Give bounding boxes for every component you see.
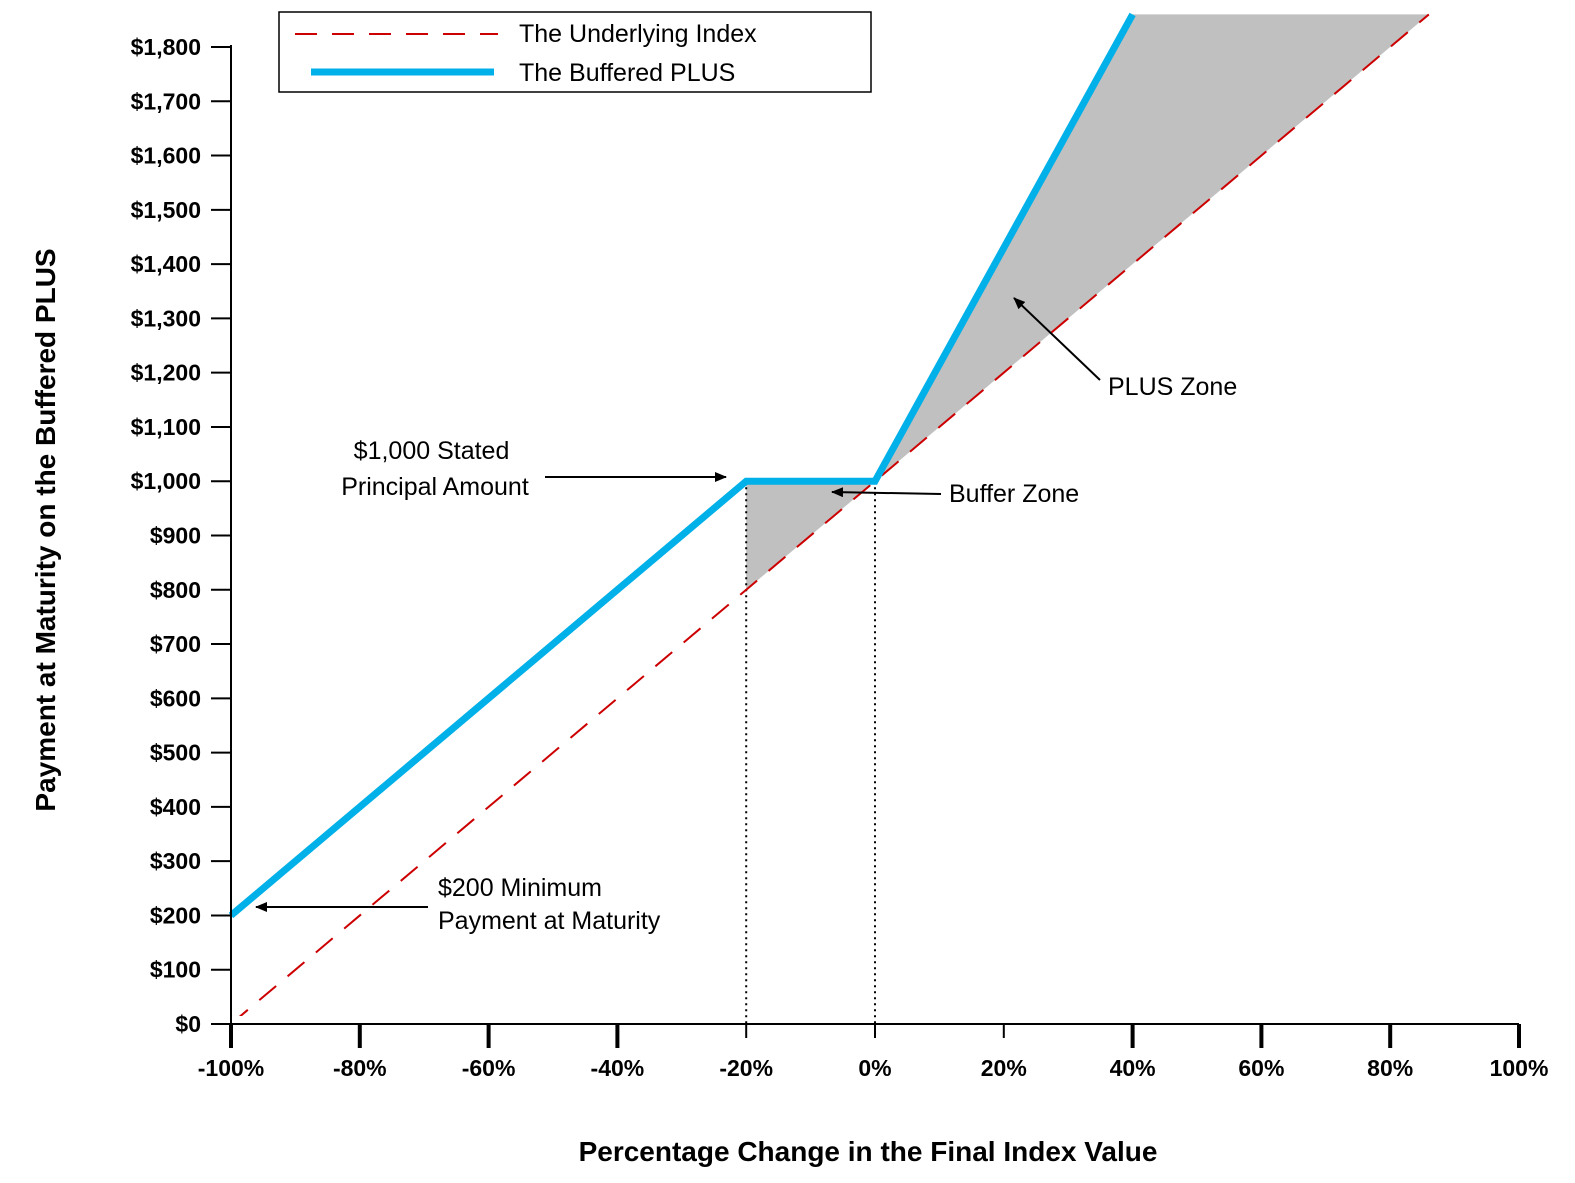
annotations: $1,000 Stated Principal Amount Buffer Zo… bbox=[255, 297, 1237, 935]
x-tick-label: 0% bbox=[858, 1055, 891, 1081]
annotation-stated-principal-line-2: Principal Amount bbox=[341, 473, 529, 501]
x-tick-label: 100% bbox=[1490, 1055, 1549, 1081]
x-tick-label: -60% bbox=[462, 1055, 516, 1081]
series-lines bbox=[229, 12, 1430, 1016]
series-line-the-buffered-plus bbox=[229, 12, 1136, 919]
y-tick-label: $900 bbox=[150, 523, 201, 549]
y-tick-label: $200 bbox=[150, 902, 201, 928]
y-tick-label: $1,200 bbox=[131, 360, 201, 386]
y-tick-label: $300 bbox=[150, 848, 201, 874]
x-tick-label: -20% bbox=[719, 1055, 773, 1081]
x-ticks: -100% -80% -60% -40% -20% 0% 20% 40% 60% 80% 100% bbox=[198, 1024, 1549, 1081]
y-axis-title: Payment at Maturity on the Buffered PLUS bbox=[30, 248, 61, 811]
annotation-buffer-zone-arrow bbox=[831, 487, 942, 498]
y-tick-label: $600 bbox=[150, 685, 201, 711]
annotation-minimum-payment-line-2: Payment at Maturity bbox=[438, 907, 661, 935]
y-tick-label: $1,000 bbox=[131, 468, 201, 494]
legend: The Underlying Index The Buffered PLUS bbox=[278, 11, 872, 93]
series-line-the-underlying-index bbox=[238, 13, 1430, 1016]
legend-label-underlying-index: The Underlying Index bbox=[519, 20, 757, 48]
annotation-stated-principal: $1,000 Stated Principal Amount bbox=[341, 437, 529, 501]
annotation-plus-zone-arrow bbox=[1013, 297, 1101, 381]
y-tick-label: $100 bbox=[150, 957, 201, 983]
x-tick-label: -80% bbox=[333, 1055, 387, 1081]
y-tick-label: $1,300 bbox=[131, 305, 201, 331]
y-tick-label: $500 bbox=[150, 740, 201, 766]
x-tick-label: -100% bbox=[198, 1055, 264, 1081]
y-tick-label: $700 bbox=[150, 631, 201, 657]
x-axis-title: Percentage Change in the Final Index Val… bbox=[579, 1136, 1158, 1167]
annotation-plus-zone: PLUS Zone bbox=[1108, 373, 1237, 401]
x-tick-label: 60% bbox=[1238, 1055, 1284, 1081]
annotation-stated-principal-line-1: $1,000 Stated bbox=[354, 437, 510, 465]
legend-label-buffered-plus: The Buffered PLUS bbox=[519, 59, 735, 87]
x-tick-label: 40% bbox=[1110, 1055, 1156, 1081]
annotation-minimum-payment: $200 Minimum Payment at Maturity bbox=[438, 874, 661, 935]
reference-lines bbox=[745, 481, 876, 1024]
x-tick-label: 80% bbox=[1367, 1055, 1413, 1081]
x-tick-label: 20% bbox=[981, 1055, 1027, 1081]
axes bbox=[211, 45, 1519, 1044]
y-tick-label: $400 bbox=[150, 794, 201, 820]
y-tick-label: $1,500 bbox=[131, 197, 201, 223]
y-tick-label: $1,800 bbox=[131, 34, 201, 60]
y-tick-label: $1,400 bbox=[131, 251, 201, 277]
legend-box bbox=[278, 11, 872, 93]
y-tick-label: $1,700 bbox=[131, 88, 201, 114]
annotation-minimum-payment-line-1: $200 Minimum bbox=[438, 874, 602, 902]
y-tick-label: $1,100 bbox=[131, 414, 201, 440]
annotation-buffer-zone: Buffer Zone bbox=[949, 480, 1079, 508]
x-tick-label: -40% bbox=[591, 1055, 645, 1081]
y-tick-label: $0 bbox=[175, 1011, 201, 1037]
y-tick-label: $800 bbox=[150, 577, 201, 603]
y-ticks: $0 $100 $200 $300 $400 $500 $600 $700 $800 $900 $1… bbox=[131, 34, 231, 1037]
y-tick-label: $1,600 bbox=[131, 143, 201, 169]
